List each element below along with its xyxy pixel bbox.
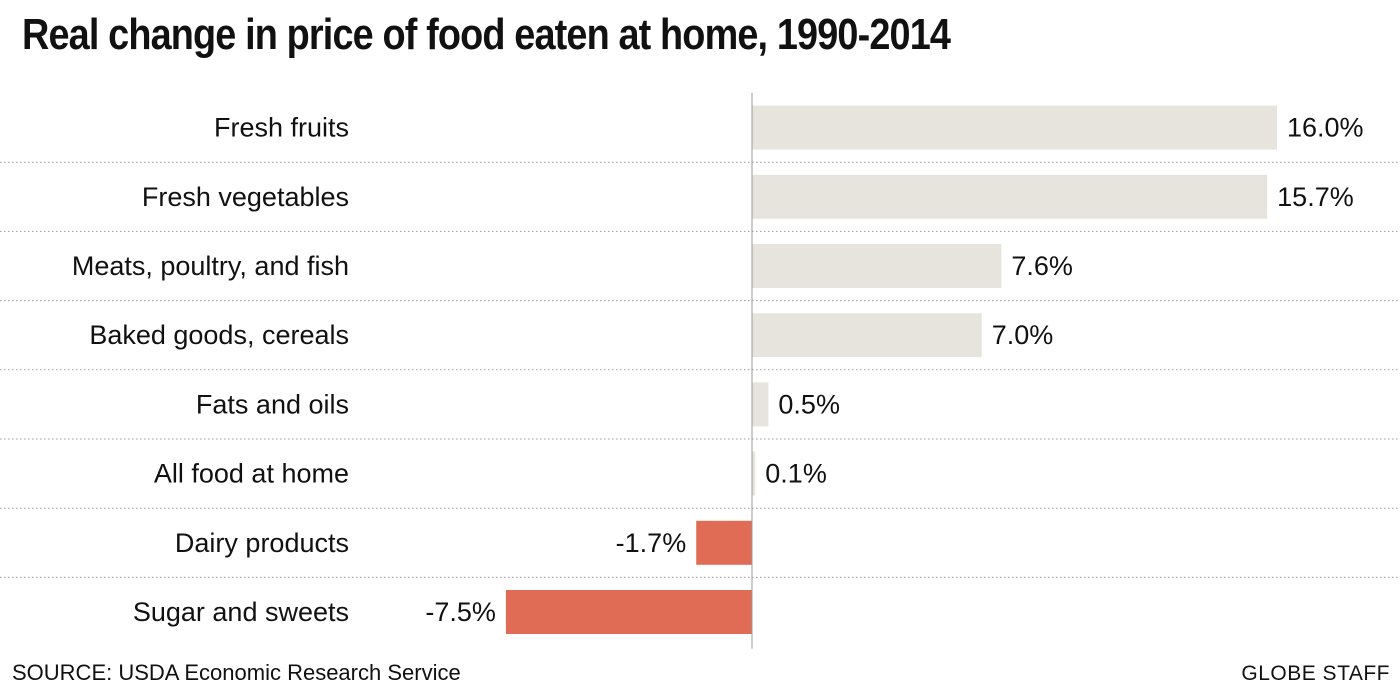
bar xyxy=(752,313,982,358)
bar-row: Baked goods, cereals 7.0% xyxy=(0,313,1400,371)
value-label: -7.5% xyxy=(425,597,496,627)
bar xyxy=(696,520,752,565)
bar xyxy=(752,174,1268,219)
category-label: Meats, poultry, and fish xyxy=(72,251,349,281)
credit-note: GLOBE STAFF xyxy=(1241,662,1390,685)
bar xyxy=(505,590,752,634)
category-label: Fats and oils xyxy=(196,389,349,419)
value-label: 15.7% xyxy=(1277,182,1354,212)
chart-rows: Fresh fruits 16.0% Fresh vegetables 15.7% Me… xyxy=(0,105,1400,634)
value-label: 7.0% xyxy=(992,320,1054,350)
bar-row: Dairy products -1.7% xyxy=(0,520,1400,578)
category-label: Sugar and sweets xyxy=(133,597,349,627)
bar xyxy=(752,382,769,427)
bar xyxy=(752,105,1277,150)
value-label: 16.0% xyxy=(1287,113,1364,143)
category-label: All food at home xyxy=(154,459,349,489)
category-label: Fresh vegetables xyxy=(142,182,349,212)
bar-row: Sugar and sweets -7.5% xyxy=(133,590,752,634)
bar-row: Fresh vegetables 15.7% xyxy=(0,174,1400,232)
category-label: Baked goods, cereals xyxy=(89,320,349,350)
source-note: SOURCE: USDA Economic Research Service xyxy=(12,660,461,685)
chart-title: Real change in price of food eaten at ho… xyxy=(22,10,951,59)
value-label: -1.7% xyxy=(616,528,687,558)
bar-row: All food at home 0.1% xyxy=(0,451,1400,509)
category-label: Fresh fruits xyxy=(214,113,349,143)
bar xyxy=(752,451,756,496)
value-label: 0.1% xyxy=(765,459,827,489)
value-label: 7.6% xyxy=(1011,251,1073,281)
bar-row: Fats and oils 0.5% xyxy=(0,382,1400,440)
category-label: Dairy products xyxy=(175,528,349,558)
bar-row: Meats, poultry, and fish 7.6% xyxy=(0,244,1400,302)
bar xyxy=(752,244,1002,288)
bar-row: Fresh fruits 16.0% xyxy=(0,105,1400,163)
value-label: 0.5% xyxy=(778,389,840,419)
